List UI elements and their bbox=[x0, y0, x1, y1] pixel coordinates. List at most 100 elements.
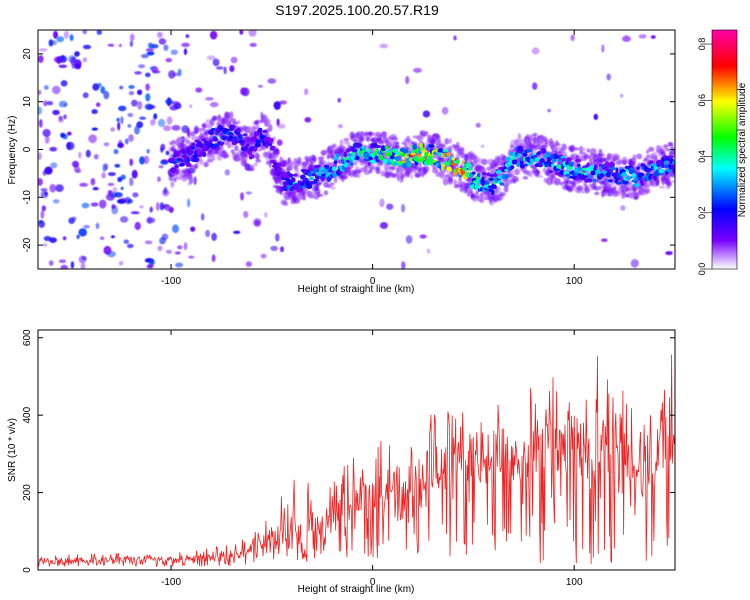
ridge-cell bbox=[343, 151, 348, 158]
noise-cell bbox=[118, 105, 127, 112]
spectrogram-x-label: Height of straight line (km) bbox=[298, 284, 415, 295]
ridge-halo-cell bbox=[555, 142, 561, 147]
snr-marks bbox=[38, 354, 675, 568]
ridge-halo-cell bbox=[302, 194, 307, 201]
noise-cell bbox=[96, 30, 102, 35]
ridge-cell bbox=[590, 171, 596, 176]
noise-cell bbox=[601, 238, 608, 242]
ridge-cell bbox=[489, 174, 495, 177]
ridge-halo-cell bbox=[552, 145, 557, 152]
ridge-halo-cell bbox=[418, 162, 422, 168]
noise-cell bbox=[593, 113, 599, 120]
noise-cell bbox=[53, 199, 60, 204]
ridge-cell bbox=[258, 127, 263, 132]
ridge-halo-cell bbox=[284, 195, 291, 201]
noise-cell bbox=[120, 116, 124, 125]
noise-cell bbox=[134, 221, 141, 231]
noise-cell bbox=[143, 155, 150, 165]
ridge-cell bbox=[300, 174, 306, 180]
ridge-cell bbox=[593, 164, 598, 170]
ridge-halo-cell bbox=[333, 176, 338, 184]
noise-cell bbox=[601, 44, 605, 53]
noise-cell bbox=[206, 55, 216, 61]
ridge-halo-cell bbox=[449, 152, 454, 158]
noise-cell bbox=[80, 263, 86, 269]
ridge-cell bbox=[425, 159, 431, 165]
ridge-cell bbox=[517, 153, 521, 159]
ridge-cell bbox=[615, 167, 619, 173]
ridge-cell bbox=[193, 157, 200, 163]
noise-cell bbox=[337, 123, 343, 129]
noise-cell bbox=[107, 182, 115, 187]
ridge-cell bbox=[534, 157, 540, 162]
ridge-cell bbox=[476, 173, 481, 177]
noise-cell bbox=[145, 83, 150, 91]
noise-cell bbox=[159, 202, 165, 211]
noise-cell bbox=[58, 100, 68, 108]
ridge-halo-cell bbox=[448, 138, 453, 144]
noise-cell bbox=[240, 87, 247, 96]
ridge-halo-cell bbox=[297, 156, 302, 165]
ridge-cell bbox=[551, 158, 557, 163]
ridge-halo-cell bbox=[410, 173, 414, 179]
ridge-cell bbox=[620, 172, 628, 178]
noise-cell bbox=[138, 64, 146, 69]
noise-cell bbox=[183, 242, 188, 251]
noise-cell bbox=[123, 239, 129, 244]
noise-cell bbox=[101, 172, 106, 179]
noise-cell bbox=[171, 101, 180, 106]
ridge-cell bbox=[401, 162, 408, 169]
noise-cell bbox=[190, 226, 196, 232]
noise-cell bbox=[82, 57, 88, 63]
noise-cell bbox=[165, 58, 172, 63]
noise-cell bbox=[157, 31, 163, 38]
ridge-cell bbox=[667, 155, 674, 159]
noise-cell bbox=[97, 82, 102, 88]
ridge-halo-cell bbox=[570, 144, 575, 153]
ridge-halo-cell bbox=[586, 189, 591, 193]
ridge-halo-cell bbox=[248, 125, 252, 133]
ridge-halo-cell bbox=[616, 159, 623, 165]
noise-cell bbox=[127, 112, 134, 118]
noise-cell bbox=[304, 117, 312, 123]
noise-cell bbox=[240, 192, 244, 201]
ridge-cell bbox=[544, 163, 549, 168]
ridge-cell bbox=[462, 166, 467, 172]
ridge-halo-cell bbox=[230, 149, 235, 154]
ridge-cell bbox=[640, 181, 644, 186]
noise-cell bbox=[405, 76, 410, 85]
noise-cell bbox=[165, 249, 172, 254]
noise-cell bbox=[139, 156, 145, 165]
noise-cell bbox=[131, 169, 138, 179]
ridge-cell bbox=[299, 187, 304, 192]
ridge-cell bbox=[560, 155, 567, 159]
ridge-cell bbox=[234, 140, 240, 144]
snr-panel: -100 0 100 0 200 400 600 Height of straight l… bbox=[7, 329, 676, 595]
ridge-halo-cell bbox=[211, 155, 216, 161]
noise-cell bbox=[195, 87, 203, 93]
ridge-halo-cell bbox=[442, 178, 449, 186]
noise-cell bbox=[245, 261, 252, 267]
ridge-halo-cell bbox=[598, 153, 605, 157]
noise-cell bbox=[153, 113, 158, 120]
ridge-halo-cell bbox=[593, 185, 600, 191]
ridge-cell bbox=[568, 161, 574, 167]
ridge-cell bbox=[548, 170, 553, 174]
ridge-cell bbox=[516, 162, 520, 167]
noise-cell bbox=[233, 230, 241, 234]
noise-cell bbox=[379, 198, 385, 208]
noise-cell bbox=[60, 80, 68, 87]
ridge-cell bbox=[332, 172, 338, 178]
ridge-halo-cell bbox=[267, 124, 273, 132]
ridge-halo-cell bbox=[472, 198, 477, 203]
noise-cell bbox=[42, 129, 51, 137]
noise-cell bbox=[185, 34, 190, 38]
ridge-cell bbox=[392, 148, 398, 154]
snr-y-label: SNR (10 * v/v) bbox=[7, 418, 18, 482]
noise-cell bbox=[93, 153, 99, 160]
noise-cell bbox=[38, 89, 42, 96]
ridge-cell bbox=[672, 168, 675, 174]
noise-cell bbox=[405, 235, 413, 244]
noise-cell bbox=[183, 48, 188, 56]
ridge-halo-cell bbox=[188, 173, 193, 179]
